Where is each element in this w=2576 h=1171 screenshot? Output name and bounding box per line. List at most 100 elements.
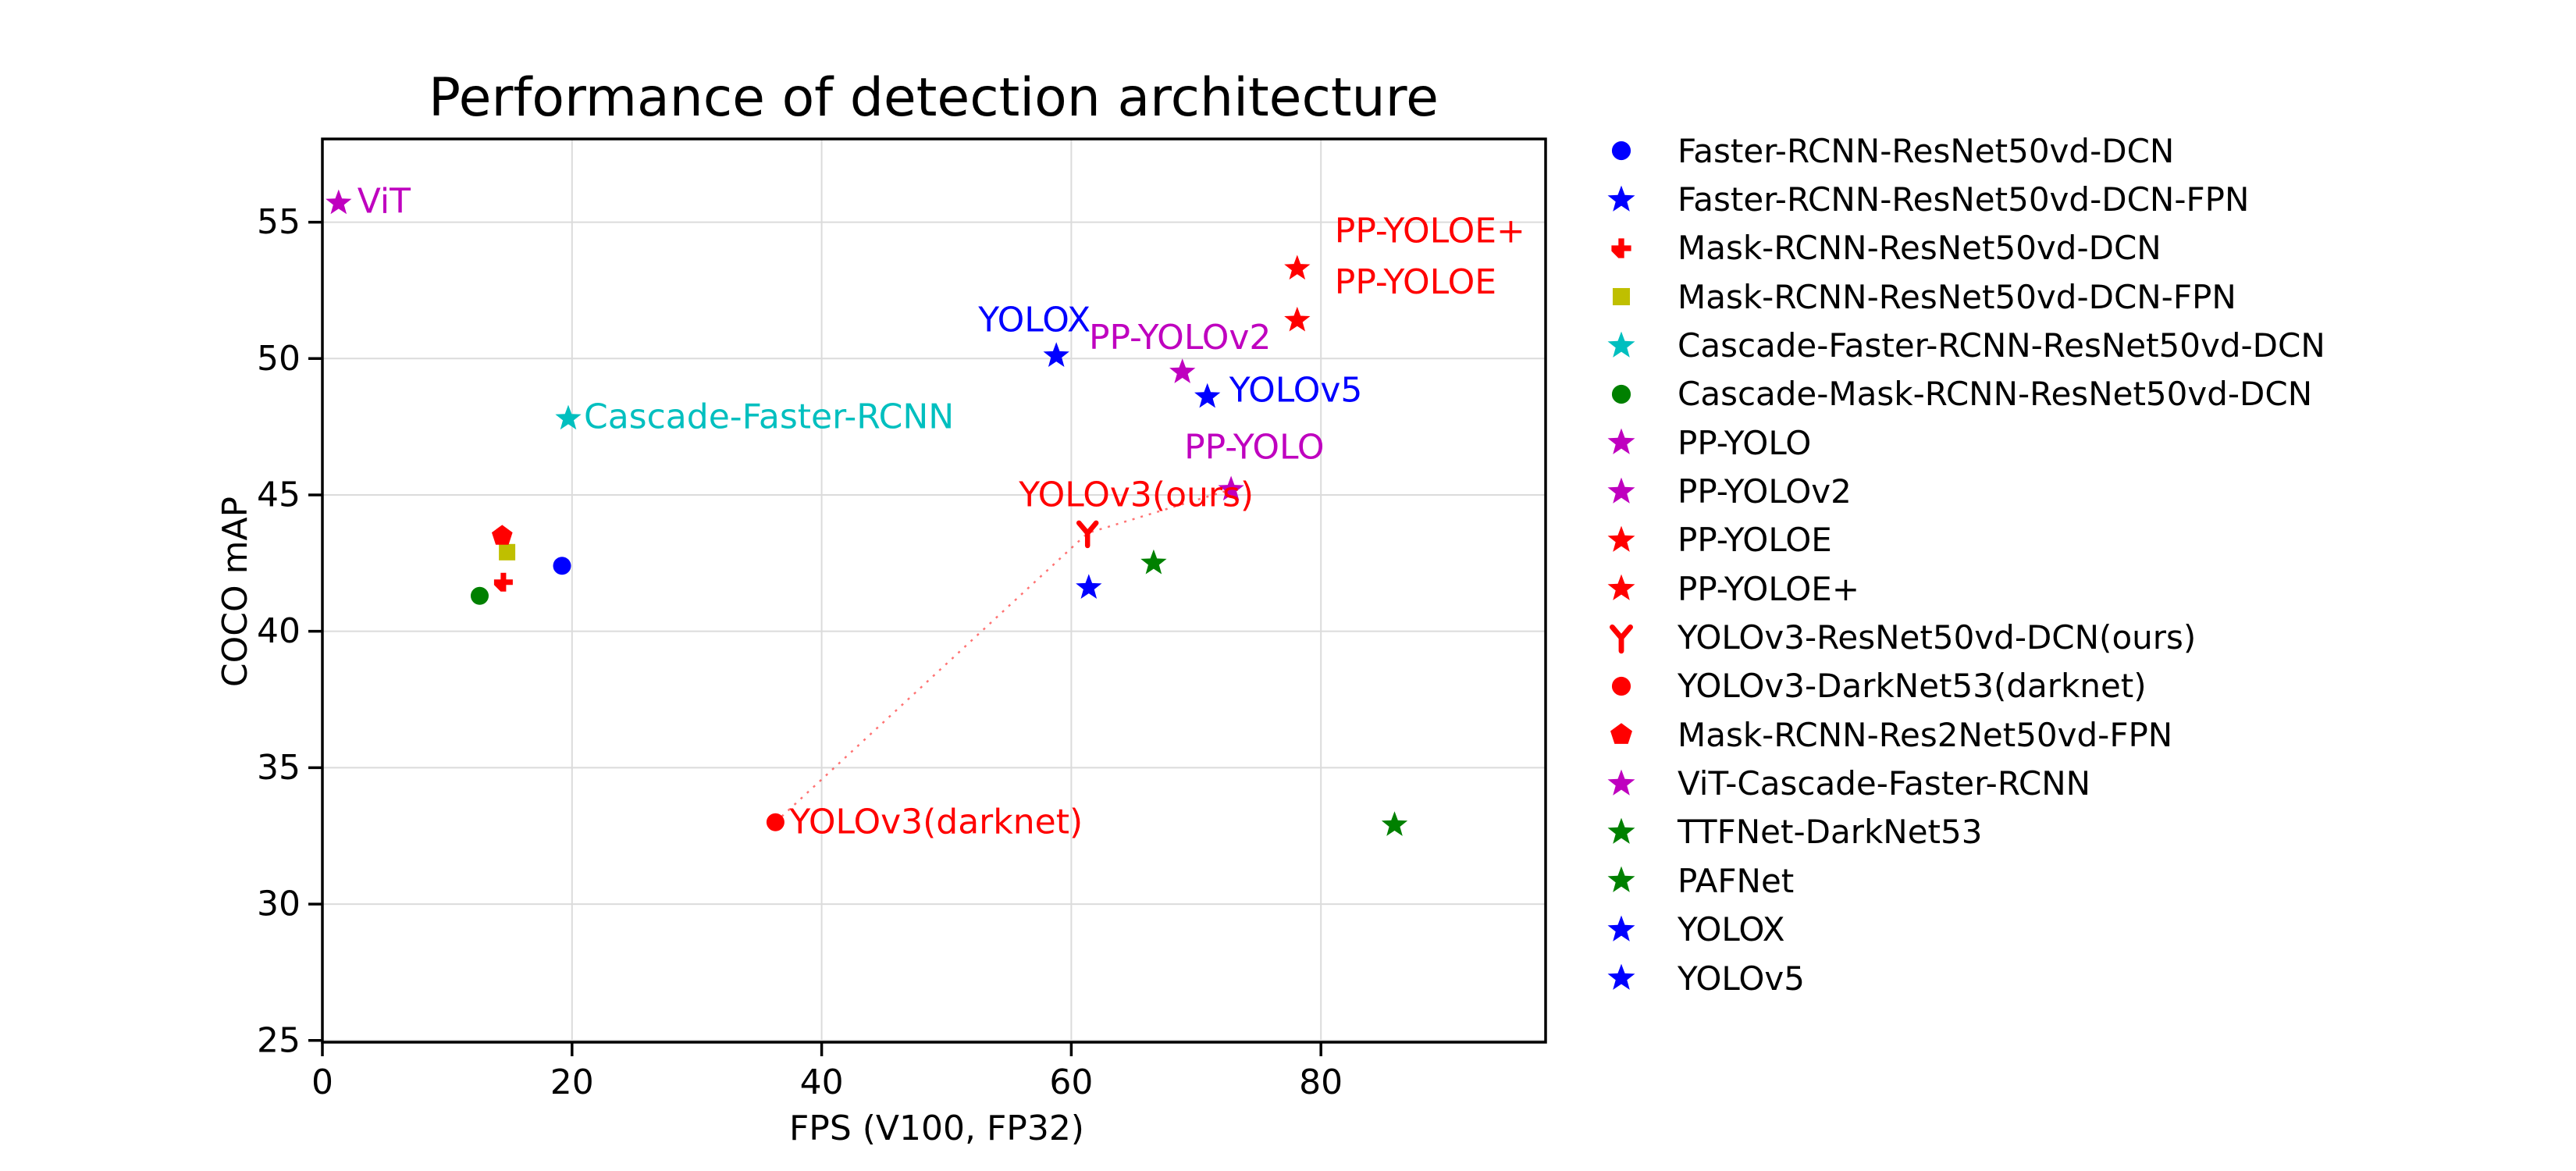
circle-shape xyxy=(766,813,785,831)
plus-shape xyxy=(493,572,513,592)
y-tick-label: 40 xyxy=(257,611,301,651)
legend-label: YOLOX xyxy=(1678,910,1785,949)
star-shape xyxy=(1607,769,1635,795)
legend-item-Mask-RCNN-ResNet50vd-DCN-FPN: Mask-RCNN-ResNet50vd-DCN-FPN xyxy=(1596,272,2564,321)
legend-label: PP-YOLOE+ xyxy=(1678,569,1860,608)
x-tick-label: 60 xyxy=(1049,1062,1093,1102)
data-point-Cascade-Mask-RCNN-ResNet50vd-DCN xyxy=(471,586,489,605)
star-icon xyxy=(1607,817,1635,844)
pentagon-shape xyxy=(491,525,513,545)
legend-marker-PP-YOLOE+ xyxy=(1607,574,1635,601)
star-icon xyxy=(1607,331,1635,358)
legend-marker-TTFNet-DarkNet53 xyxy=(1607,817,1635,844)
tri-down-shape xyxy=(1610,624,1633,653)
legend-marker-Cascade-Faster-RCNN-ResNet50vd-DCN xyxy=(1607,331,1635,358)
legend-marker-ViT-Cascade-Faster-RCNN xyxy=(1607,769,1635,795)
y-tick-label: 45 xyxy=(257,475,301,514)
circle-icon xyxy=(1611,384,1631,404)
annotation-YOLOX: YOLOX xyxy=(977,300,1091,340)
star-shape xyxy=(1607,525,1635,552)
annotation-ViT: ViT xyxy=(358,182,411,222)
square-shape xyxy=(1612,288,1631,306)
star-shape xyxy=(1284,254,1311,280)
data-point-YOLOX xyxy=(1043,342,1069,367)
star-shape xyxy=(1607,963,1635,990)
star-shape xyxy=(1607,331,1635,358)
star-icon xyxy=(1607,574,1635,601)
axes-spines xyxy=(321,137,1547,1044)
star-icon xyxy=(1607,185,1635,212)
data-point-YOLOv3-DarkNet53(darknet) xyxy=(766,813,785,831)
legend-marker-YOLOv3-ResNet50vd-DCN(ours) xyxy=(1610,624,1633,653)
data-point-TTFNet-DarkNet53 xyxy=(1381,811,1408,836)
legend-item-Faster-RCNN-ResNet50vd-DCN: Faster-RCNN-ResNet50vd-DCN xyxy=(1596,126,2564,175)
annotation-PP-YOLO: PP-YOLO xyxy=(1184,428,1324,468)
annotation-PP-YOLOE+: PP-YOLOE+ xyxy=(1335,212,1525,251)
legend-label: YOLOv3-DarkNet53(darknet) xyxy=(1678,667,2147,706)
star-shape xyxy=(1607,185,1635,212)
chart-title: Performance of detection architecture xyxy=(429,67,1439,129)
legend-item-PP-YOLOE+: PP-YOLOE+ xyxy=(1596,564,2564,613)
star-icon xyxy=(1607,769,1635,795)
tri-down-shape xyxy=(1076,520,1099,549)
legend-item-TTFNet-DarkNet53: TTFNet-DarkNet53 xyxy=(1596,808,2564,856)
annotation-Cascade-Faster-RCNN: Cascade-Faster-RCNN xyxy=(584,397,954,437)
legend-marker-Mask-RCNN-ResNet50vd-DCN-FPN xyxy=(1612,288,1631,306)
star-icon xyxy=(1607,915,1635,941)
legend-item-Cascade-Mask-RCNN-ResNet50vd-DCN: Cascade-Mask-RCNN-ResNet50vd-DCN xyxy=(1596,370,2564,418)
legend-label: ViT-Cascade-Faster-RCNN xyxy=(1678,764,2091,803)
legend-marker-YOLOv3-DarkNet53(darknet) xyxy=(1611,676,1631,696)
legend-item-YOLOX: YOLOX xyxy=(1596,906,2564,954)
data-point-PP-YOLOv2 xyxy=(1169,358,1196,383)
legend-item-PAFNet: PAFNet xyxy=(1596,856,2564,905)
legend-item-Mask-RCNN-ResNet50vd-DCN: Mask-RCNN-ResNet50vd-DCN xyxy=(1596,224,2564,272)
legend-item-YOLOv3-DarkNet53(darknet): YOLOv3-DarkNet53(darknet) xyxy=(1596,662,2564,710)
data-point-Faster-RCNN-ResNet50vd-DCN-FPN xyxy=(1076,574,1102,599)
data-point-PP-YOLO xyxy=(1218,475,1244,501)
legend-item-PP-YOLOE: PP-YOLOE xyxy=(1596,516,2564,564)
x-tick-label: 0 xyxy=(311,1062,333,1102)
legend-item-ViT-Cascade-Faster-RCNN: ViT-Cascade-Faster-RCNN xyxy=(1596,759,2564,807)
square-shape xyxy=(499,543,516,561)
legend-label: Cascade-Faster-RCNN-ResNet50vd-DCN xyxy=(1678,326,2325,365)
circle-icon xyxy=(1611,141,1631,161)
legend-item-PP-YOLO: PP-YOLO xyxy=(1596,418,2564,467)
legend-marker-PP-YOLOv2 xyxy=(1607,477,1635,504)
x-axis-label: FPS (V100, FP32) xyxy=(789,1109,1084,1148)
x-tick-label: 80 xyxy=(1299,1062,1343,1102)
circle-icon xyxy=(1611,676,1631,696)
star-shape xyxy=(1607,866,1635,893)
star-shape xyxy=(1607,428,1635,455)
legend-label: PP-YOLO xyxy=(1678,423,1812,462)
circle-shape xyxy=(1611,676,1631,696)
legend-label: PAFNet xyxy=(1678,861,1795,900)
legend-label: Faster-RCNN-ResNet50vd-DCN-FPN xyxy=(1678,180,2250,219)
y-tick-label: 50 xyxy=(257,339,301,379)
star-icon xyxy=(1607,866,1635,893)
star-icon xyxy=(1607,963,1635,990)
data-point-Mask-RCNN-ResNet50vd-DCN xyxy=(493,572,513,592)
annotation-YOLOv3(ours): YOLOv3(ours) xyxy=(1018,475,1254,514)
legend-item-Faster-RCNN-ResNet50vd-DCN-FPN: Faster-RCNN-ResNet50vd-DCN-FPN xyxy=(1596,175,2564,223)
legend-label: TTFNet-DarkNet53 xyxy=(1678,813,1983,852)
legend-label: Mask-RCNN-Res2Net50vd-FPN xyxy=(1678,715,2173,754)
star-shape xyxy=(1381,811,1408,836)
data-point-PP-YOLOE+ xyxy=(1284,254,1311,280)
y-tick-label: 55 xyxy=(257,202,301,242)
circle-shape xyxy=(1611,384,1631,404)
legend-marker-PP-YOLOE xyxy=(1607,525,1635,552)
star-shape xyxy=(1607,574,1635,601)
legend-label: PP-YOLOv2 xyxy=(1678,472,1852,511)
legend-label: YOLOv3-ResNet50vd-DCN(ours) xyxy=(1678,618,2197,657)
star-shape xyxy=(1218,475,1244,501)
annotation-PP-YOLOv2: PP-YOLOv2 xyxy=(1089,318,1271,358)
star-icon xyxy=(1607,477,1635,504)
data-point-Cascade-Faster-RCNN-ResNet50vd-DCN xyxy=(555,404,582,430)
legend-marker-PAFNet xyxy=(1607,866,1635,893)
data-point-PAFNet xyxy=(1140,549,1167,575)
star-shape xyxy=(1043,342,1069,367)
star-shape xyxy=(1194,383,1221,408)
annotation-YOLOv3(darknet): YOLOv3(darknet) xyxy=(788,803,1083,842)
square-icon xyxy=(1612,288,1631,306)
